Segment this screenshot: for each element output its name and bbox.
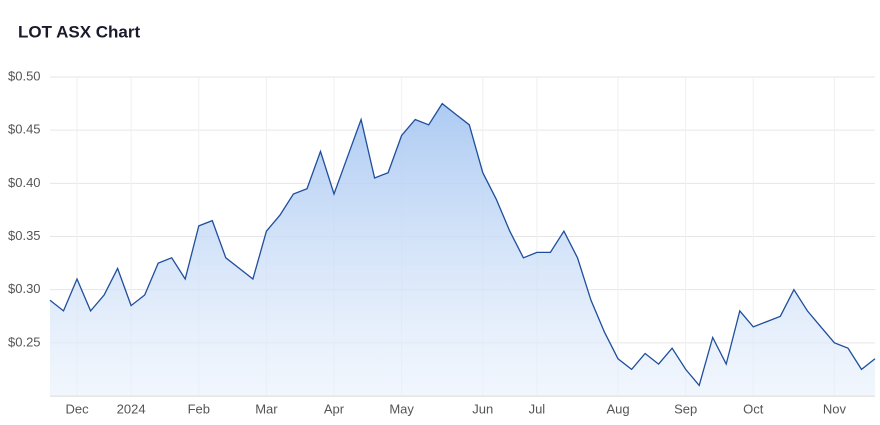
y-tick-label: $0.30 bbox=[8, 281, 41, 296]
x-tick-label: Sep bbox=[674, 401, 697, 416]
x-tick-label: 2024 bbox=[117, 401, 146, 416]
chart-title: LOT ASX Chart bbox=[18, 22, 140, 41]
x-tick-label: Feb bbox=[188, 401, 210, 416]
x-tick-label: May bbox=[389, 401, 414, 416]
x-tick-label: Jun bbox=[472, 401, 493, 416]
x-tick-label: Jul bbox=[529, 401, 546, 416]
x-tick-label: Dec bbox=[65, 401, 89, 416]
area bbox=[50, 103, 875, 396]
y-tick-label: $0.35 bbox=[8, 228, 41, 243]
line bbox=[49, 102, 876, 387]
y-tick-label: $0.25 bbox=[8, 334, 41, 349]
y-tick-label: $0.40 bbox=[8, 175, 41, 190]
x-tick-label: Aug bbox=[606, 401, 629, 416]
y-tick-label: $0.45 bbox=[8, 122, 41, 137]
x-tick-label: Nov bbox=[823, 401, 847, 416]
y-tick-label: $0.50 bbox=[8, 68, 41, 83]
x-tick-label: Oct bbox=[743, 401, 764, 416]
x-tick-label: Apr bbox=[324, 401, 345, 416]
x-tick-label: Mar bbox=[255, 401, 278, 416]
